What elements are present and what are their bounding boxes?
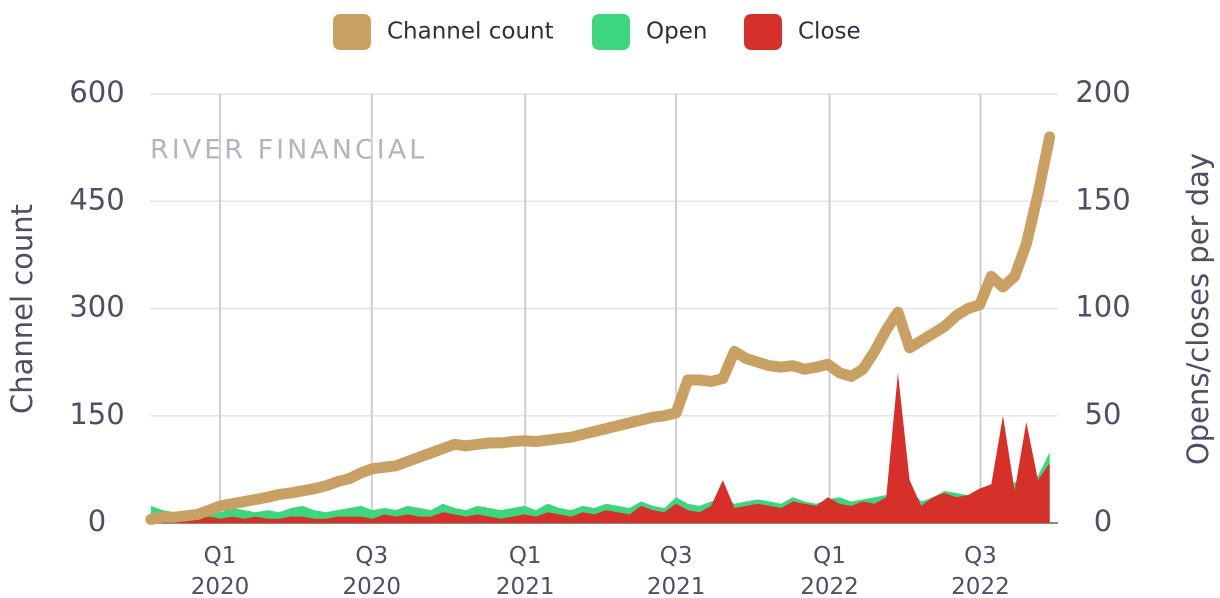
x-tick-label-line: 2022 [951,574,1010,598]
legend-label: Open [646,19,707,45]
y2-tick-label: 50 [1085,397,1122,431]
legend-label: Close [798,19,861,45]
x-tick-label: Q3 2022 [951,543,1010,598]
x-tick-label-line: Q1 [813,543,846,569]
x-tick-label: Q3 2020 [343,543,402,598]
x-tick-label: Q1 2020 [191,543,250,598]
x-tick-label-line: 2020 [343,574,402,598]
x-tick-label-line: 2021 [496,574,555,598]
x-tick-label: Q1 2022 [800,543,859,598]
x-tick-label: Q1 2021 [496,543,555,598]
x-tick-label-line: Q3 [355,543,388,569]
x-tick-label-line: Q1 [204,543,237,569]
y-tick-label: 450 [69,182,124,216]
watermark: RIVER FINANCIAL [150,135,427,166]
x-tick-label-line: Q3 [660,543,693,569]
y-axis-title: Channel count [5,204,39,414]
y-tick-label: 150 [69,397,124,431]
legend-label: Channel count [387,19,554,45]
line-0 [145,131,1056,525]
y-tick-label: 600 [69,75,124,109]
y2-tick-label: 100 [1075,290,1130,324]
y2-tick-label: 0 [1094,504,1112,538]
x-tick-label-line: 2021 [647,574,706,598]
y2-axis-title: Opens/closes per day [1181,153,1215,465]
y2-tick-label: 150 [1075,182,1130,216]
y-tick-label: 300 [69,290,124,324]
legend-swatch [592,14,630,50]
area-2 [150,372,1050,523]
x-tick-label-line: Q3 [964,543,997,569]
x-tick-label-line: 2022 [800,574,859,598]
legend-swatch [333,14,371,50]
x-tick-label: Q3 2021 [647,543,706,598]
x-tick-label-line: Q1 [509,543,542,569]
legend-swatch [744,14,782,50]
x-tick-label-line: 2020 [191,574,250,598]
y2-tick-label: 200 [1075,75,1130,109]
y-tick-label: 0 [88,504,106,538]
